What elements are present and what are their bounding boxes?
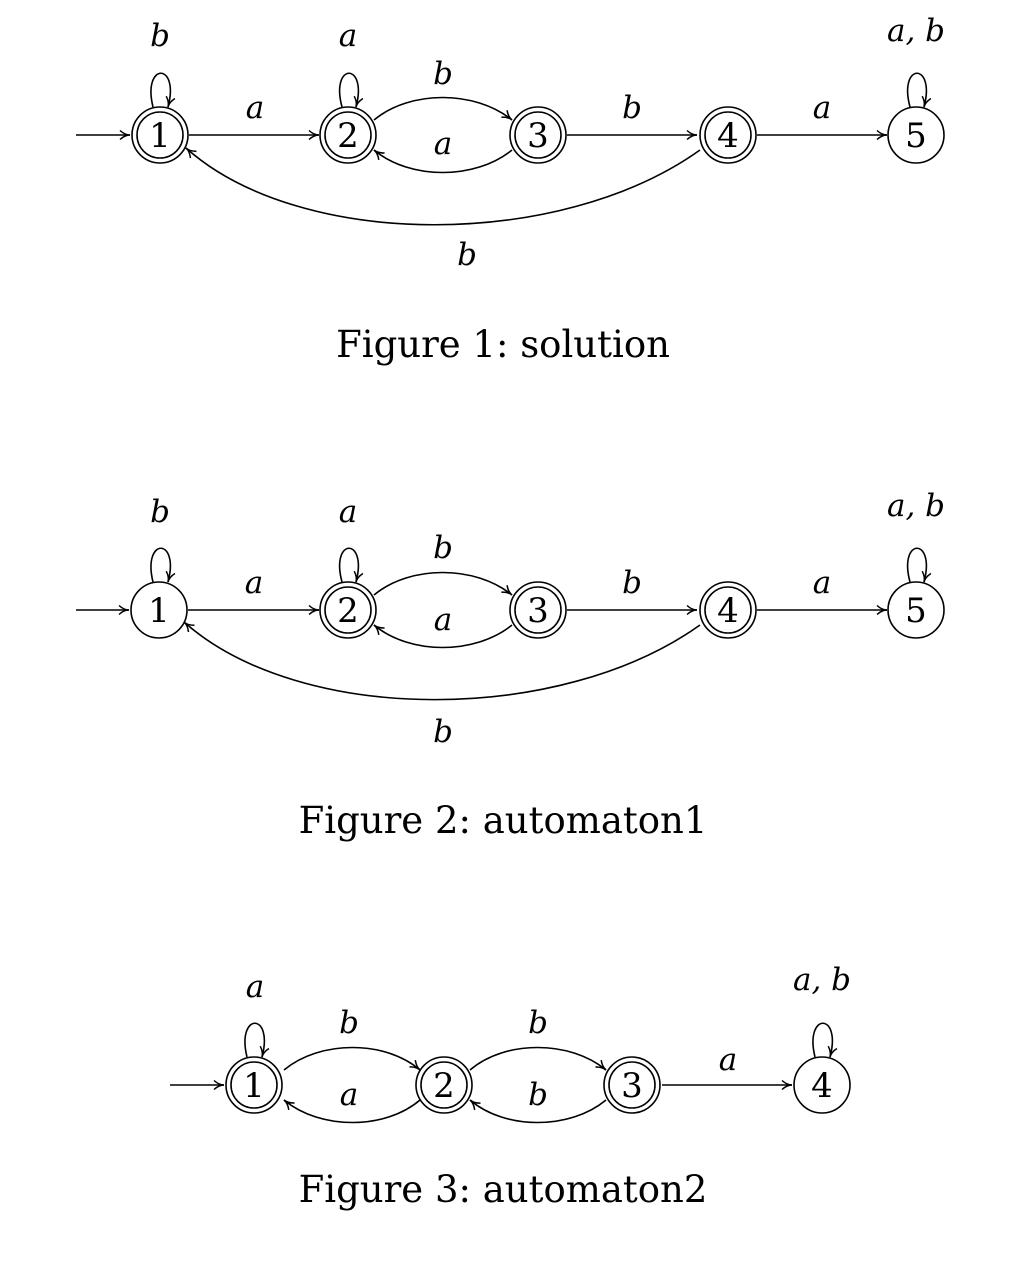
svg-text:2: 2	[433, 1066, 455, 1106]
svg-text:3: 3	[527, 591, 549, 631]
edge-4-1	[185, 147, 701, 226]
label-1-1: a	[246, 969, 264, 1005]
label-1-2: a	[246, 90, 264, 126]
edge-2-2	[338, 547, 364, 583]
svg-text:4: 4	[717, 116, 739, 156]
label-2-2: a	[339, 18, 357, 54]
svg-text:2: 2	[337, 116, 359, 156]
figure-1: 1 2 3 4 5 b a a b a b a b a, b Figu	[76, 13, 945, 366]
figure-caption: Figure 1: solution	[336, 323, 670, 366]
svg-text:3: 3	[621, 1066, 643, 1106]
label-1-1: b	[150, 494, 170, 530]
figure-3: 1 2 3 4 a b a b b a a, b Figure 3: autom…	[170, 962, 851, 1211]
label-3-4: b	[622, 565, 642, 601]
state-3: 3	[509, 106, 567, 164]
edge-4-4	[812, 1022, 838, 1058]
label-3-2: a	[434, 126, 452, 162]
figure-caption: Figure 3: automaton2	[299, 1168, 708, 1211]
state-3: 3	[603, 1056, 661, 1114]
label-3-2: b	[528, 1077, 548, 1113]
state-2: 2	[415, 1056, 473, 1114]
label-1-1: b	[150, 18, 170, 54]
edge-5-5	[906, 547, 932, 583]
edge-3-2	[373, 149, 513, 174]
figure-2: 1 2 3 4 5 b a a b a b a b a, b Figure 2:	[76, 488, 945, 842]
state-5: 5	[887, 106, 945, 164]
label-1-2: b	[339, 1005, 359, 1041]
svg-text:5: 5	[905, 591, 927, 631]
label-3-4: a	[719, 1042, 737, 1078]
edge-2-3	[373, 571, 513, 596]
edge-1-1	[150, 547, 176, 583]
label-3-4: b	[622, 90, 642, 126]
label-4-5: a	[813, 90, 831, 126]
state-1: 1	[130, 581, 188, 639]
edge-1-1	[150, 72, 176, 108]
label-4-1: b	[433, 714, 453, 750]
label-1-2: a	[245, 565, 263, 601]
edge-2-3	[469, 1046, 607, 1071]
label-2-3: b	[528, 1005, 548, 1041]
label-5-5: a, b	[887, 488, 945, 524]
svg-text:2: 2	[337, 591, 359, 631]
state-3: 3	[509, 581, 567, 639]
svg-text:3: 3	[527, 116, 549, 156]
state-2: 2	[319, 106, 377, 164]
svg-text:1: 1	[149, 116, 171, 156]
state-1: 1	[225, 1056, 283, 1114]
label-2-3: b	[433, 530, 453, 566]
label-2-2: a	[339, 494, 357, 530]
svg-text:1: 1	[148, 591, 170, 631]
label-4-1: b	[457, 237, 477, 273]
state-5: 5	[887, 581, 945, 639]
state-1: 1	[131, 106, 189, 164]
svg-text:1: 1	[243, 1066, 265, 1106]
state-4: 4	[793, 1056, 851, 1114]
state-4: 4	[699, 106, 757, 164]
edge-5-5	[906, 72, 932, 108]
edge-2-3	[373, 96, 513, 121]
edge-1-2	[283, 1046, 421, 1071]
edge-3-2	[373, 624, 513, 649]
svg-text:4: 4	[811, 1066, 833, 1106]
label-2-1: a	[340, 1077, 358, 1113]
svg-text:4: 4	[717, 591, 739, 631]
label-3-2: a	[434, 602, 452, 638]
label-2-3: b	[433, 56, 453, 92]
edge-1-1	[244, 1022, 270, 1058]
svg-text:5: 5	[905, 116, 927, 156]
label-4-4: a, b	[793, 962, 851, 998]
label-4-5: a	[813, 565, 831, 601]
edge-4-1	[183, 621, 701, 701]
state-2: 2	[319, 581, 377, 639]
edge-3-2	[469, 1099, 607, 1124]
label-5-5: a, b	[887, 13, 945, 49]
edge-2-2	[338, 72, 364, 108]
state-4: 4	[699, 581, 757, 639]
figure-caption: Figure 2: automaton1	[299, 799, 708, 842]
edge-2-1	[283, 1099, 421, 1124]
